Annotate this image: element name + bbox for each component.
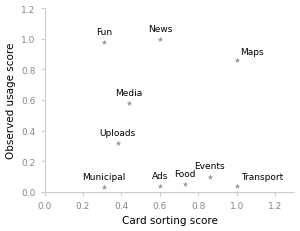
- Point: [208, 175, 212, 179]
- Text: Food: Food: [174, 169, 196, 178]
- Text: Ads: Ads: [152, 171, 168, 180]
- Point: [102, 41, 106, 44]
- Point: [234, 59, 239, 63]
- Point: [182, 182, 187, 186]
- Text: Fun: Fun: [96, 27, 112, 36]
- Text: Uploads: Uploads: [99, 128, 136, 137]
- Text: Maps: Maps: [241, 47, 264, 56]
- X-axis label: Card sorting score: Card sorting score: [122, 216, 218, 225]
- Point: [127, 102, 131, 105]
- Point: [158, 38, 162, 41]
- Point: [234, 184, 239, 188]
- Text: Transport: Transport: [241, 172, 283, 181]
- Point: [102, 185, 106, 189]
- Point: [115, 141, 120, 145]
- Text: News: News: [148, 24, 172, 33]
- Text: Municipal: Municipal: [82, 172, 126, 181]
- Y-axis label: Observed usage score: Observed usage score: [6, 43, 16, 158]
- Point: [158, 184, 162, 188]
- Text: Media: Media: [116, 88, 143, 97]
- Text: Events: Events: [194, 162, 225, 171]
